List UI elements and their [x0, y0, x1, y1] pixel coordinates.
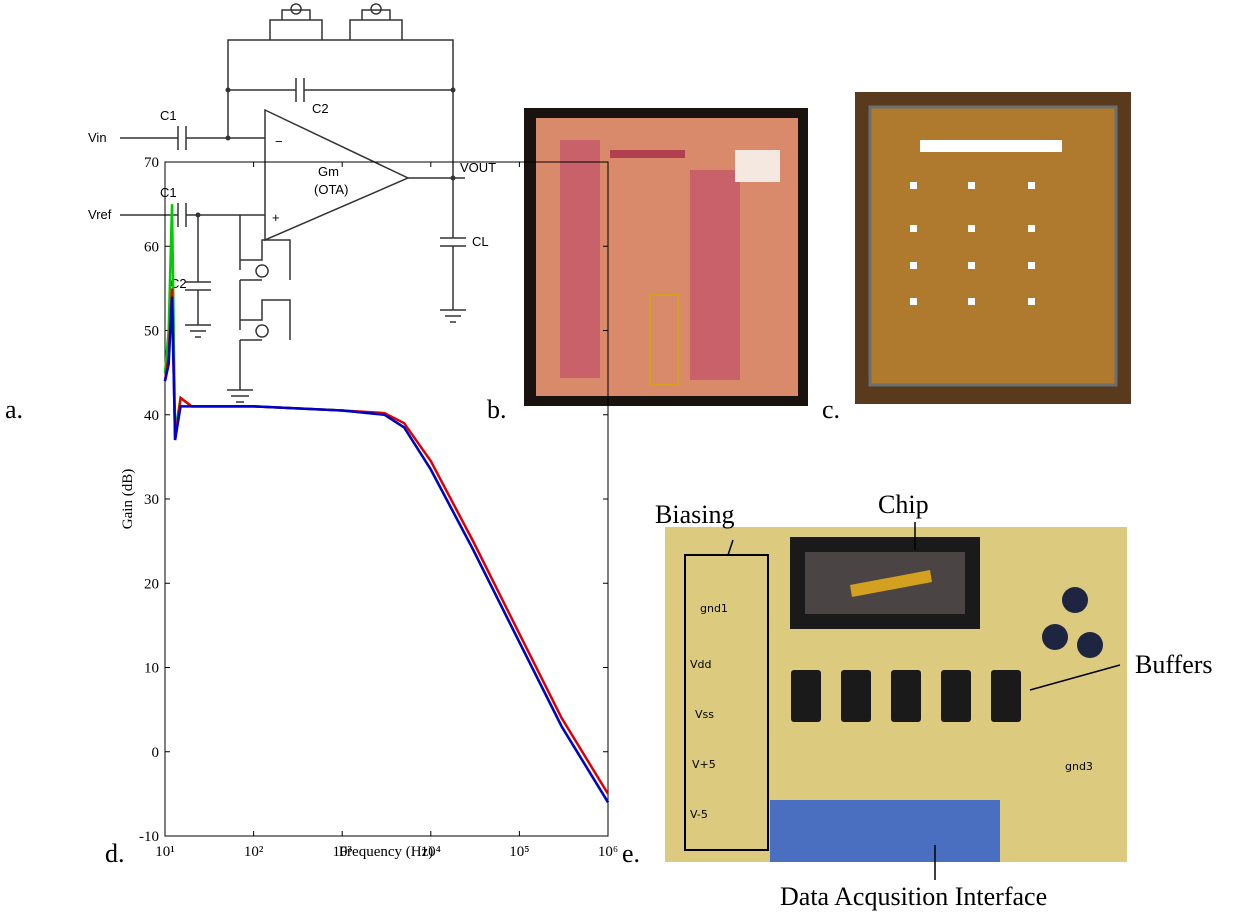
label-vin: Vin	[88, 130, 107, 145]
board-label: gnd1	[700, 602, 728, 615]
x-tick-label: 10³	[332, 844, 352, 860]
annotation-daq: Data Acqusition Interface	[780, 882, 1047, 911]
label-gm: Gm	[318, 164, 339, 179]
y-tick-label: 60	[144, 239, 159, 255]
annotation-buffers: Buffers	[1135, 650, 1213, 679]
chip-photo	[855, 92, 1131, 404]
y-axis-title: Gain (dB)	[120, 469, 136, 529]
board-label: Vss	[695, 708, 714, 721]
x-tick-label: 10⁴	[421, 844, 441, 860]
y-tick-label: 70	[144, 155, 159, 171]
annotation-chip: Chip	[878, 490, 929, 519]
die-photo	[524, 108, 808, 406]
figure: −+ Vin Vref C1 C1 C2 C2 Gm (OTA) VOUT CL	[0, 0, 1242, 915]
panel-label: c.	[822, 395, 840, 424]
annotation-biasing: Biasing	[655, 500, 734, 529]
y-tick-label: 40	[144, 408, 159, 424]
panel-label: b.	[487, 395, 507, 424]
label-vref: Vref	[88, 207, 112, 222]
y-tick-label: -10	[139, 829, 159, 845]
y-tick-label: 10	[144, 661, 159, 677]
y-tick-label: 20	[144, 576, 159, 592]
label-c1: C1	[160, 185, 177, 200]
board-photo	[665, 522, 1127, 880]
label-c2: C2	[312, 101, 329, 116]
board-label: gnd3	[1065, 760, 1093, 773]
board-label: Vdd	[690, 658, 712, 671]
svg-text:+: +	[272, 210, 280, 225]
label-c1: C1	[160, 108, 177, 123]
board-label: V-5	[690, 808, 708, 821]
panel-label: a.	[5, 395, 23, 424]
panel-label: e.	[622, 839, 640, 868]
board-label: V+5	[692, 758, 716, 771]
label-cl: CL	[472, 234, 489, 249]
label-ota: (OTA)	[314, 182, 348, 197]
svg-text:−: −	[275, 134, 283, 149]
y-tick-label: 0	[152, 745, 160, 761]
x-axis-title: Frequency (Hz)	[339, 844, 434, 860]
y-tick-label: 30	[144, 492, 159, 508]
panel-label: d.	[105, 839, 125, 868]
x-tick-label: 10²	[244, 844, 264, 860]
x-tick-label: 10¹	[155, 844, 175, 860]
y-tick-label: 50	[144, 324, 159, 340]
x-tick-label: 10⁵	[509, 844, 529, 860]
x-tick-label: 10⁶	[598, 844, 618, 860]
